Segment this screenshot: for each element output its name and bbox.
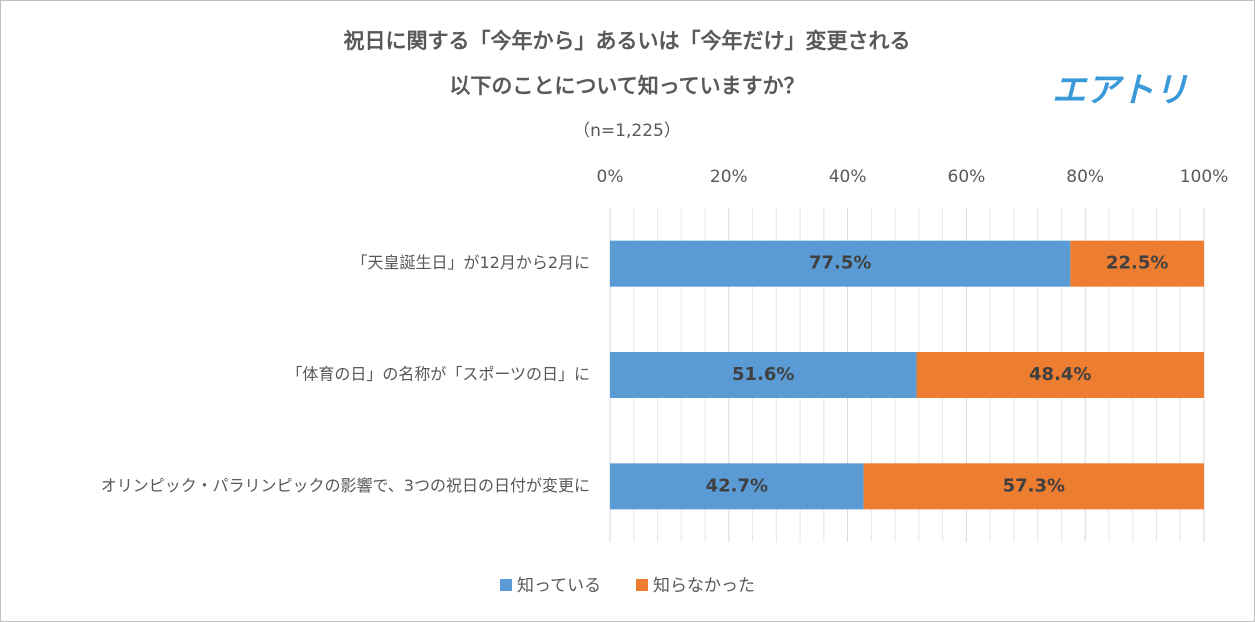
data-label: 51.6% bbox=[732, 364, 794, 385]
x-tick-label: 0% bbox=[597, 167, 624, 187]
legend-swatch bbox=[500, 579, 512, 591]
x-tick-label: 80% bbox=[1066, 167, 1104, 187]
bar-segment bbox=[610, 463, 864, 510]
x-tick-label: 100% bbox=[1180, 167, 1229, 187]
bar-segment bbox=[916, 352, 1204, 398]
data-label: 77.5% bbox=[809, 253, 871, 274]
bar-segment bbox=[1070, 240, 1204, 287]
chart-title: 以下のことについて知っていますか？ bbox=[449, 74, 804, 98]
x-tick-label: 20% bbox=[710, 167, 748, 187]
chart-subtitle: （n=1,225） bbox=[573, 121, 681, 141]
x-tick-label: 40% bbox=[829, 167, 867, 187]
category-label: 「天皇誕生日」が12月から2月に bbox=[351, 253, 590, 272]
category-label: 「体育の日」の名称が「スポーツの日」に bbox=[286, 365, 590, 384]
logo: エアトリ bbox=[1052, 71, 1188, 111]
legend-label: 知らなかった bbox=[653, 576, 755, 596]
bar-segment bbox=[610, 240, 1071, 287]
bar-segment bbox=[610, 352, 917, 398]
data-label: 57.3% bbox=[1003, 475, 1065, 496]
data-label: 48.4% bbox=[1029, 364, 1091, 385]
chart-title: 祝日に関する「今年から」あるいは「今年だけ」変更される bbox=[344, 29, 911, 53]
category-label: オリンピック・パラリンピックの影響で、3つの祝日の日付が変更に bbox=[101, 476, 590, 495]
legend-label: 知っている bbox=[517, 576, 601, 596]
data-label: 22.5% bbox=[1106, 253, 1168, 274]
legend-swatch bbox=[636, 579, 648, 591]
data-label: 42.7% bbox=[706, 475, 768, 496]
x-tick-label: 60% bbox=[948, 167, 986, 187]
bar-segment bbox=[863, 463, 1204, 510]
